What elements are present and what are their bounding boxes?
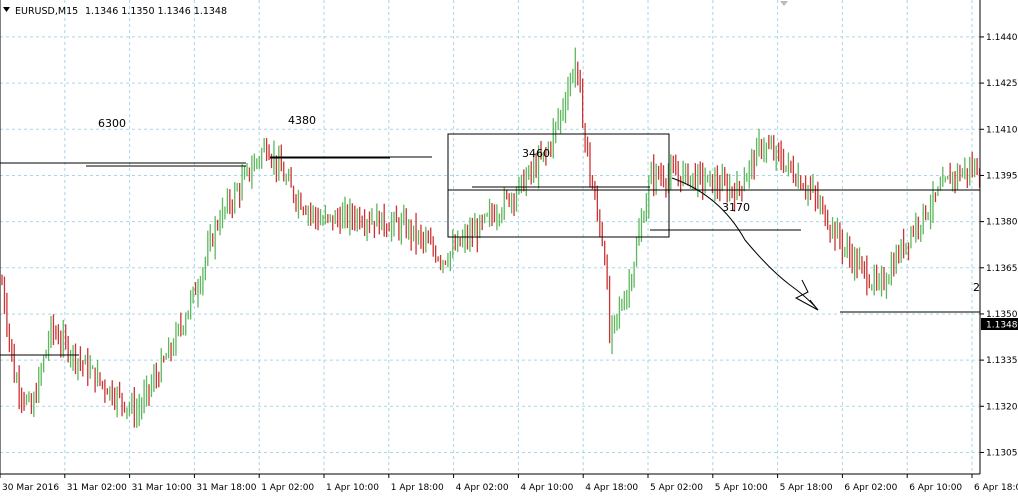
triangle-down-icon[interactable] — [3, 7, 10, 12]
y-tick-label: 1.1350 — [986, 310, 1018, 320]
x-tick-label: 5 Apr 02:00 — [650, 483, 703, 493]
note-label-1: 6300 — [98, 117, 126, 130]
chart-header: EURUSD,M15 1.1346 1.1350 1.1346 1.1348 — [3, 1, 788, 17]
trend-arrow-head — [794, 279, 819, 311]
x-tick-label: 31 Mar 02:00 — [67, 483, 127, 493]
y-tick-label: 1.1305 — [986, 448, 1018, 458]
current-price-marker: 1.1348 — [981, 318, 1018, 331]
x-tick-label: 31 Mar 10:00 — [132, 483, 192, 493]
x-tick-label: 1 Apr 18:00 — [391, 483, 444, 493]
y-tick-label: 1.1410 — [986, 125, 1018, 135]
grid — [0, 0, 980, 474]
range-rectangle — [447, 133, 670, 238]
y-tick-label: 1.1395 — [986, 171, 1018, 181]
x-tick-label: 6 Apr 18:00 — [974, 483, 1018, 493]
annotations — [0, 133, 980, 356]
x-tick-label: 31 Mar 18:00 — [196, 483, 256, 493]
period-separator-icon — [780, 1, 788, 6]
x-tick-label: 5 Apr 10:00 — [715, 483, 768, 493]
x-tick-label: 6 Apr 10:00 — [909, 483, 962, 493]
time-axis: 30 Mar 2016 31 Mar 02:00 31 Mar 10:00 31 Ma… — [0, 474, 1018, 493]
y-tick-label: 1.1335 — [986, 356, 1018, 366]
trend-arrow-line — [671, 177, 819, 311]
x-tick-label: 4 Apr 02:00 — [456, 483, 509, 493]
current-price-label: 1.1348 — [986, 321, 1018, 331]
price-axis: 1.1440 1.1425 1.1410 1.1395 1.1380 1.1365 1.13… — [980, 33, 1018, 458]
note-label-4: 3170 — [722, 201, 750, 214]
x-tick-label: 6 Apr 02:00 — [844, 483, 897, 493]
x-tick-label: 4 Apr 18:00 — [585, 483, 638, 493]
note-label-2: 4380 — [288, 114, 316, 127]
axes — [0, 0, 981, 475]
x-tick-label: 1 Apr 10:00 — [326, 483, 379, 493]
note-label-5: 2 — [973, 281, 980, 294]
x-tick-label: 30 Mar 2016 — [2, 483, 59, 493]
x-tick-label: 5 Apr 18:00 — [780, 483, 833, 493]
note-labels: 6300 4380 3460 3170 2 — [98, 114, 980, 294]
y-tick-label: 1.1365 — [986, 264, 1018, 274]
y-tick-label: 1.1440 — [986, 33, 1018, 43]
note-label-3: 3460 — [522, 147, 550, 160]
x-tick-label: 4 Apr 10:00 — [520, 483, 573, 493]
y-tick-label: 1.1425 — [986, 79, 1018, 89]
symbol-timeframe: EURUSD,M15 — [15, 6, 78, 17]
current-price-box — [981, 318, 1018, 330]
y-tick-label: 1.1380 — [986, 218, 1018, 228]
ohlc-quote: 1.1346 1.1350 1.1346 1.1348 — [85, 6, 227, 17]
y-tick-label: 1.1320 — [986, 402, 1018, 412]
x-tick-label: 1 Apr 02:00 — [261, 483, 314, 493]
